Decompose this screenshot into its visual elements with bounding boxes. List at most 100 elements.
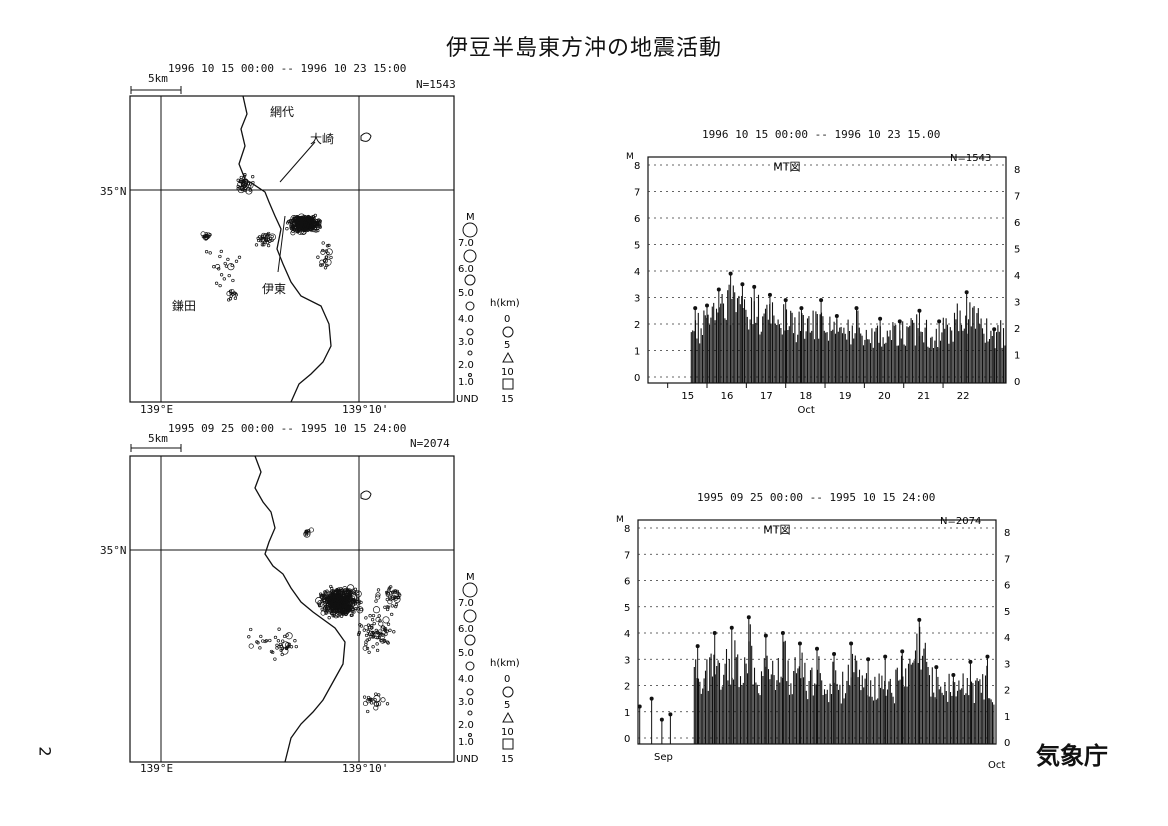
- map1-place-osaki: 大崎: [310, 132, 335, 146]
- map1-island: [360, 132, 372, 142]
- epicenter-marker: [329, 601, 333, 605]
- epicenter-marker: [377, 614, 381, 618]
- y-tick-label: 1: [634, 347, 640, 358]
- epicenter-marker: [369, 701, 374, 705]
- epicenter-marker: [247, 184, 252, 188]
- epicenter-marker: [388, 595, 392, 599]
- y-axis-label: M: [616, 515, 624, 525]
- epicenter-marker: [234, 259, 239, 263]
- epicenter-marker: [324, 255, 328, 259]
- mt-peak-point: [917, 617, 922, 622]
- y-tick-label: 6: [624, 577, 630, 588]
- epicenter-marker: [289, 222, 293, 227]
- epicenter-marker: [231, 278, 235, 283]
- epicenter-marker: [304, 224, 309, 228]
- map1-place-kamata: 鎌田: [172, 299, 197, 313]
- epicenter-marker: [266, 234, 270, 238]
- epicenter-marker: [394, 603, 399, 607]
- svg-text:3.0: 3.0: [458, 697, 474, 708]
- epicenter-marker: [295, 230, 300, 234]
- epicenter-marker: [388, 628, 392, 632]
- epicenter-marker: [380, 638, 386, 644]
- y-tick-label-right: 4: [1014, 271, 1020, 282]
- epicenter-marker: [391, 590, 395, 595]
- epicenter-marker: [340, 600, 345, 604]
- map1-lon-label-west: 139°E: [140, 403, 174, 416]
- epicenter-marker: [370, 618, 375, 622]
- svg-text:0: 0: [504, 314, 510, 325]
- epicenter-marker: [223, 261, 227, 266]
- map1-coastline: [238, 95, 332, 403]
- epicenter-marker: [337, 608, 341, 612]
- epicenter-marker: [299, 227, 307, 236]
- mt-peak-point: [668, 712, 673, 717]
- epicenter-marker: [364, 640, 368, 644]
- epicenter-marker: [321, 241, 325, 245]
- epicenter-marker: [366, 709, 370, 714]
- epicenter-marker: [382, 639, 386, 644]
- map1-epicenters: [200, 173, 333, 302]
- epicenter-marker: [367, 625, 372, 630]
- svg-text:6.0: 6.0: [458, 624, 474, 635]
- y-tick-label: 5: [624, 603, 630, 614]
- epicenter-marker: [275, 643, 279, 647]
- mt-peak-point: [964, 290, 969, 295]
- epicenter-marker: [334, 603, 338, 607]
- mt-peak-point: [883, 654, 888, 659]
- epicenter-marker: [234, 293, 238, 297]
- epicenter-marker: [266, 243, 271, 248]
- epicenter-marker: [224, 264, 229, 268]
- y-tick-label-right: 7: [1004, 554, 1010, 565]
- epicenter-marker: [333, 589, 337, 593]
- epicenter-marker: [308, 527, 314, 533]
- epicenter-marker: [304, 529, 308, 534]
- svg-text:6.0: 6.0: [458, 264, 474, 275]
- epicenter-marker: [370, 624, 374, 628]
- epicenter-marker: [265, 233, 270, 237]
- epicenter-marker: [367, 637, 371, 641]
- epicenter-marker: [357, 599, 361, 603]
- epicenter-marker: [282, 634, 287, 639]
- epicenter-marker: [353, 600, 358, 605]
- map1-lon-label-east: 139°10': [342, 403, 389, 416]
- epicenter-marker: [324, 249, 329, 253]
- epicenter-marker: [339, 614, 344, 618]
- svg-text:7.0: 7.0: [458, 238, 474, 249]
- y-tick-label-right: 7: [1014, 192, 1020, 203]
- epicenter-marker: [385, 629, 389, 633]
- y-tick-label-right: 0: [1004, 738, 1010, 749]
- map2-period: 1995 09 25 00:00 -- 1995 10 15 24:00: [168, 422, 407, 435]
- y-tick-label: 0: [634, 373, 640, 384]
- x-tick-label: 22: [957, 391, 970, 402]
- epicenter-marker: [385, 590, 393, 598]
- epicenter-marker: [218, 283, 222, 288]
- mt-bars: [690, 284, 1006, 383]
- epicenter-marker: [377, 693, 381, 697]
- mt-peak-point: [951, 673, 956, 677]
- map1-count: N=1543: [416, 78, 456, 91]
- epicenter-marker: [335, 611, 341, 617]
- epicenter-marker: [391, 594, 397, 600]
- epicenter-marker: [261, 234, 265, 239]
- epicenter-marker: [248, 643, 254, 649]
- svg-text:4.0: 4.0: [458, 674, 474, 685]
- epicenter-marker: [380, 633, 385, 637]
- epicenter-marker: [387, 599, 393, 605]
- epicenter-marker: [243, 173, 247, 177]
- epicenter-marker: [260, 236, 264, 240]
- epicenter-marker: [394, 604, 398, 609]
- epicenter-marker: [356, 606, 364, 614]
- epicenter-marker: [236, 187, 240, 191]
- y-axis-label: M: [626, 152, 634, 162]
- epicenter-marker: [367, 650, 371, 654]
- mt-peak-point: [900, 649, 905, 654]
- y-tick-label: 7: [624, 550, 630, 561]
- map2-lon-label-east: 139°10': [342, 762, 389, 775]
- epicenter-marker: [299, 215, 304, 220]
- page-number: 2: [35, 746, 55, 757]
- y-tick-label: 4: [634, 267, 640, 278]
- map2-epicenters: [247, 527, 402, 714]
- epicenter-marker: [344, 599, 348, 603]
- epicenter-marker: [347, 589, 351, 593]
